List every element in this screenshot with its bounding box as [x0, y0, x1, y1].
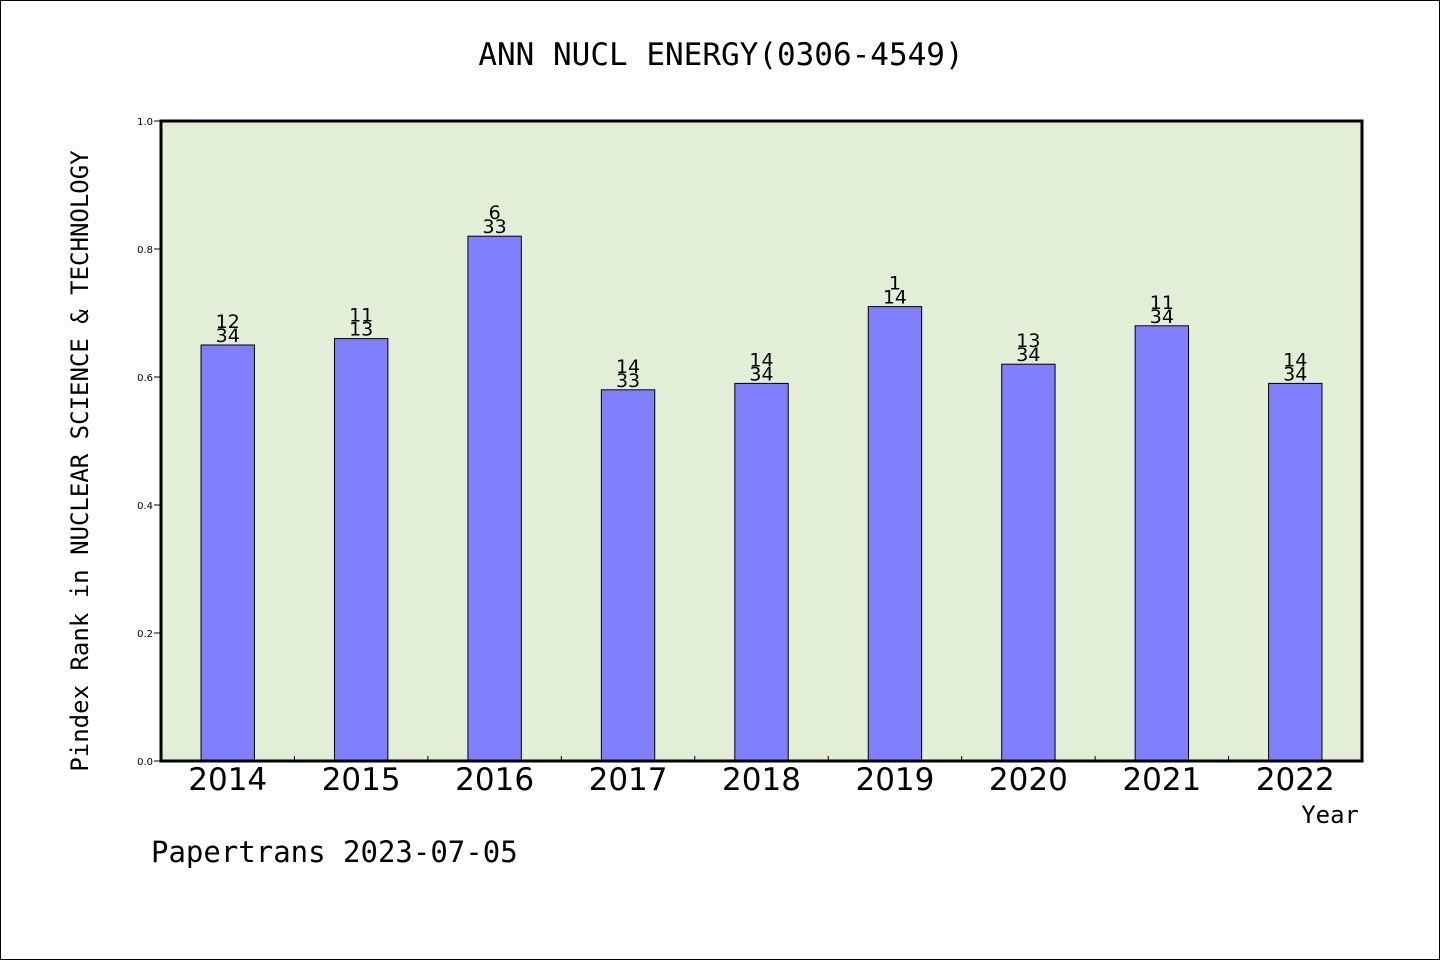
- bar: [200, 344, 255, 762]
- bar-label-top: 6: [489, 202, 501, 224]
- x-tick-label: 2018: [722, 762, 801, 798]
- x-tick-label: 2019: [855, 762, 934, 798]
- footer-credit: Papertrans 2023-07-05: [151, 835, 518, 869]
- bar: [1134, 325, 1190, 762]
- y-tick-label: 0.2: [137, 629, 153, 640]
- bar: [1268, 382, 1323, 762]
- bar: [600, 389, 656, 762]
- bar-label-bottom: 34: [1150, 306, 1174, 328]
- bar: [867, 306, 923, 762]
- bar-label-top: 14: [749, 349, 773, 371]
- x-tick-label: 2021: [1122, 762, 1201, 798]
- bar: [734, 382, 789, 762]
- y-tick-label: 1.0: [137, 117, 153, 128]
- y-tick-label: 0.0: [137, 757, 153, 768]
- x-tick-label: 2015: [322, 762, 401, 798]
- bar-label-top: 1: [889, 273, 901, 295]
- x-tick-label: 2017: [589, 762, 668, 798]
- bar-label-top: 13: [1016, 330, 1040, 352]
- bar-label-top: 11: [349, 305, 373, 327]
- x-tick-label: 2020: [989, 762, 1068, 798]
- bar-label-bottom: 14: [883, 287, 907, 309]
- x-axis-label: Year: [1301, 801, 1359, 829]
- bar-label-bottom: 34: [216, 325, 240, 347]
- bar: [333, 338, 389, 762]
- bar-label-bottom: 33: [483, 216, 507, 238]
- bar-label-top: 14: [1283, 349, 1307, 371]
- bar-label-bottom: 34: [1016, 344, 1040, 366]
- y-tick-label: 0.6: [137, 373, 153, 384]
- chart-title: ANN NUCL ENERGY(0306-4549): [478, 37, 964, 73]
- bar-label-top: 14: [616, 356, 640, 378]
- x-tick-label: 2014: [188, 762, 267, 798]
- bar-label-bottom: 33: [616, 370, 640, 392]
- bar-label-bottom: 34: [749, 363, 773, 385]
- x-tick-label: 2022: [1256, 762, 1335, 798]
- bar: [467, 235, 522, 762]
- bar: [1001, 363, 1056, 762]
- bar-label-bottom: 13: [349, 319, 373, 341]
- y-tick-label: 0.4: [137, 501, 153, 512]
- x-tick-label: 2016: [455, 762, 534, 798]
- bar-label-top: 11: [1150, 292, 1174, 314]
- bar-label-bottom: 34: [1283, 363, 1307, 385]
- y-tick-label: 0.8: [137, 245, 153, 256]
- plot-border: [159, 119, 1364, 763]
- bar-label-top: 12: [216, 311, 240, 333]
